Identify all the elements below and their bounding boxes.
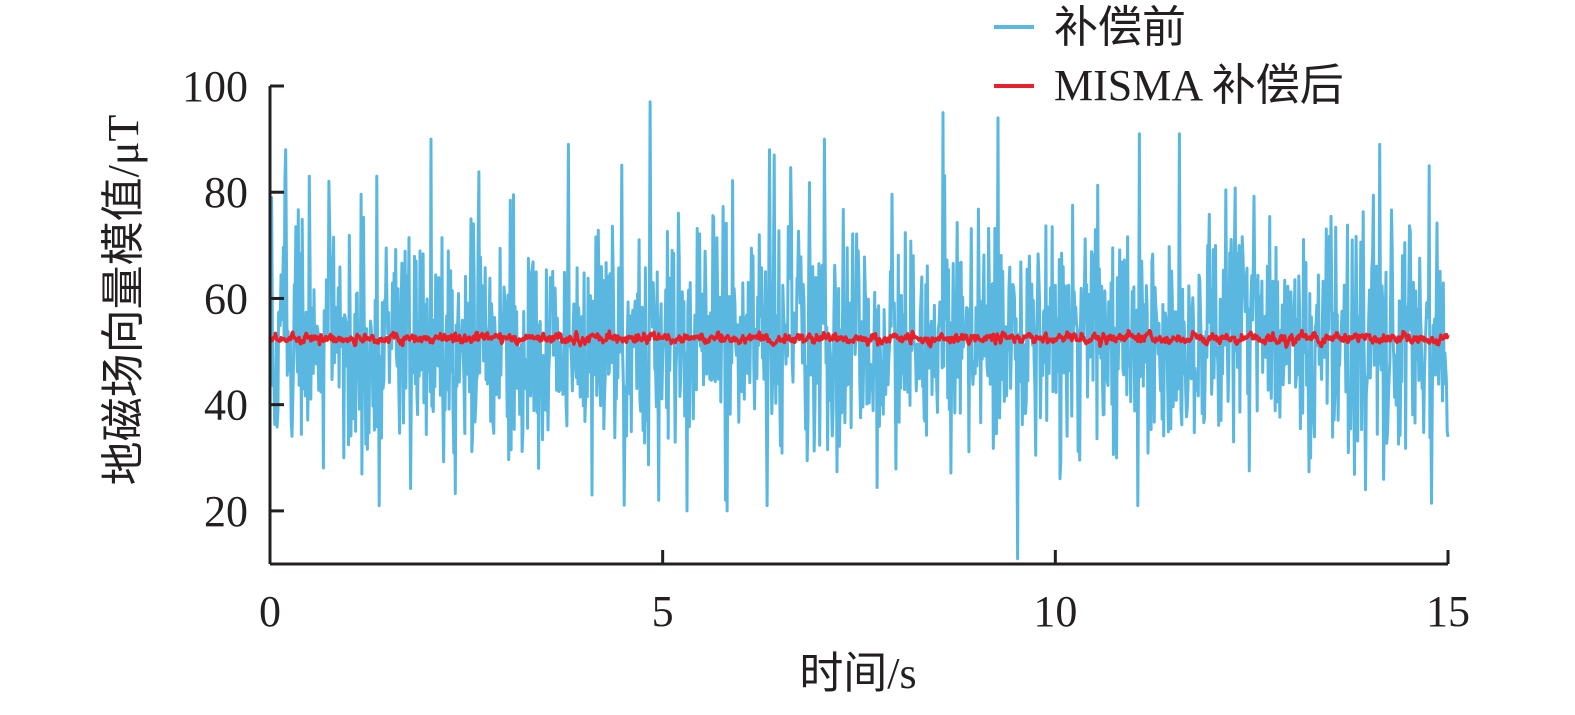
y-axis-label: 地磁场向量模值/μT — [99, 115, 148, 486]
series-layer — [268, 100, 1450, 561]
x-tick-label: 15 — [1426, 587, 1470, 636]
x-tick-label: 0 — [259, 587, 281, 636]
legend: 补偿前 MISMA 补偿后 — [994, 3, 1344, 110]
y-tick-label: 60 — [204, 274, 248, 323]
x-tick-label: 5 — [652, 587, 674, 636]
series-line-before-compensation — [268, 100, 1450, 561]
axes-layer — [268, 86, 1448, 566]
legend-label-before: 补偿前 — [1054, 3, 1186, 52]
y-tick-label: 80 — [204, 168, 248, 217]
series-line-after-compensation — [268, 328, 1450, 349]
y-tick-label: 40 — [204, 381, 248, 430]
ticks-layer: 20 40 60 80 100 0 5 10 15 — [182, 62, 1470, 636]
y-tick-label: 20 — [204, 487, 248, 536]
x-axis-label: 时间/s — [799, 649, 916, 698]
legend-label-after: MISMA 补偿后 — [1054, 61, 1344, 110]
x-tick-label: 10 — [1033, 587, 1077, 636]
y-tick-label: 100 — [182, 62, 248, 111]
